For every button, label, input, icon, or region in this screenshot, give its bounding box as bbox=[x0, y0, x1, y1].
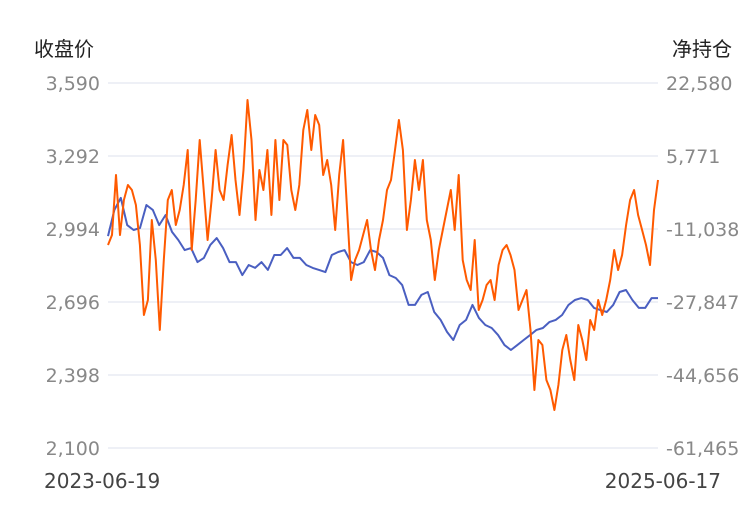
left-tick-label: 2,100 bbox=[46, 438, 100, 460]
right-tick-label: -27,847 bbox=[666, 292, 739, 314]
right-tick-label: -61,465 bbox=[666, 438, 739, 460]
left-tick-label: 2,994 bbox=[46, 219, 100, 241]
right-axis-title: 净持仓 bbox=[672, 37, 732, 61]
left-tick-label: 3,292 bbox=[46, 146, 100, 168]
left-tick-label: 2,696 bbox=[46, 292, 100, 314]
right-tick-label: 5,771 bbox=[666, 146, 720, 168]
left-tick-label: 3,590 bbox=[46, 73, 100, 95]
right-tick-label: 22,580 bbox=[666, 73, 732, 95]
right-tick-label: -44,656 bbox=[666, 365, 739, 387]
left-tick-label: 2,398 bbox=[46, 365, 100, 387]
left-axis-title: 收盘价 bbox=[34, 37, 94, 61]
close-price-line bbox=[107, 196, 658, 351]
net-position-line bbox=[107, 99, 659, 411]
x-end-label: 2025-06-17 bbox=[605, 469, 721, 493]
right-tick-label: -11,038 bbox=[666, 219, 739, 241]
x-start-label: 2023-06-19 bbox=[44, 469, 160, 493]
